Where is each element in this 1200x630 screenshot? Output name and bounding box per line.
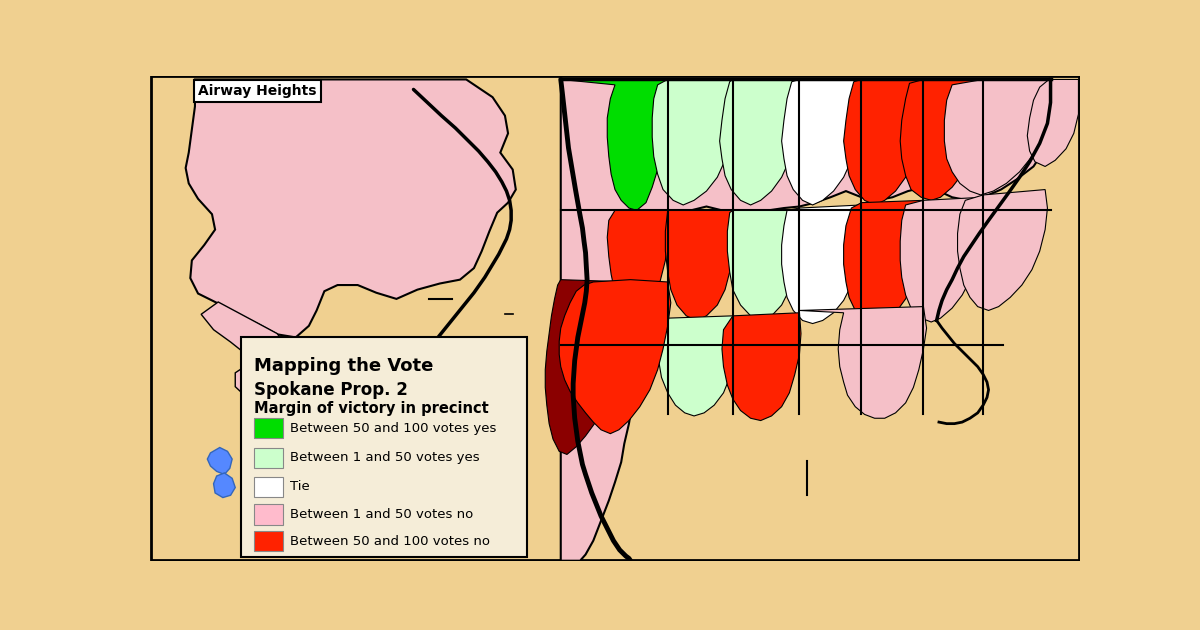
Polygon shape (202, 302, 292, 370)
Polygon shape (560, 79, 1050, 561)
Polygon shape (900, 79, 985, 200)
Polygon shape (560, 210, 667, 318)
Bar (241, 338, 527, 557)
Bar (254, 505, 283, 525)
Polygon shape (722, 312, 802, 421)
Bar (254, 447, 283, 467)
Text: Between 1 and 50 votes no: Between 1 and 50 votes no (289, 508, 473, 521)
Polygon shape (944, 79, 1050, 195)
Text: Spokane Prop. 2: Spokane Prop. 2 (254, 381, 408, 399)
Text: Airway Heights: Airway Heights (198, 84, 317, 98)
Text: Mapping the Vote: Mapping the Vote (254, 357, 433, 375)
Text: Between 1 and 50 votes yes: Between 1 and 50 votes yes (289, 451, 479, 464)
Polygon shape (235, 367, 287, 406)
Polygon shape (958, 190, 1048, 311)
Polygon shape (653, 79, 736, 205)
Polygon shape (656, 316, 738, 416)
Polygon shape (186, 79, 516, 338)
Polygon shape (665, 210, 736, 321)
Polygon shape (727, 210, 802, 321)
Bar (254, 418, 283, 438)
Text: Tie: Tie (289, 480, 310, 493)
Bar (254, 532, 283, 551)
Bar (254, 477, 283, 497)
Polygon shape (545, 280, 637, 454)
Polygon shape (844, 79, 925, 205)
Polygon shape (781, 205, 863, 324)
Text: Between 50 and 100 votes yes: Between 50 and 100 votes yes (289, 421, 496, 435)
Polygon shape (214, 473, 235, 498)
Polygon shape (900, 197, 985, 322)
Polygon shape (559, 280, 671, 433)
Polygon shape (844, 200, 925, 324)
Polygon shape (1027, 79, 1079, 166)
Polygon shape (799, 307, 926, 418)
Polygon shape (208, 447, 232, 474)
Polygon shape (560, 79, 667, 210)
Polygon shape (720, 79, 802, 205)
Text: Between 50 and 100 votes no: Between 50 and 100 votes no (289, 535, 490, 548)
Polygon shape (781, 79, 863, 205)
Text: Margin of victory in precinct: Margin of victory in precinct (254, 401, 488, 416)
